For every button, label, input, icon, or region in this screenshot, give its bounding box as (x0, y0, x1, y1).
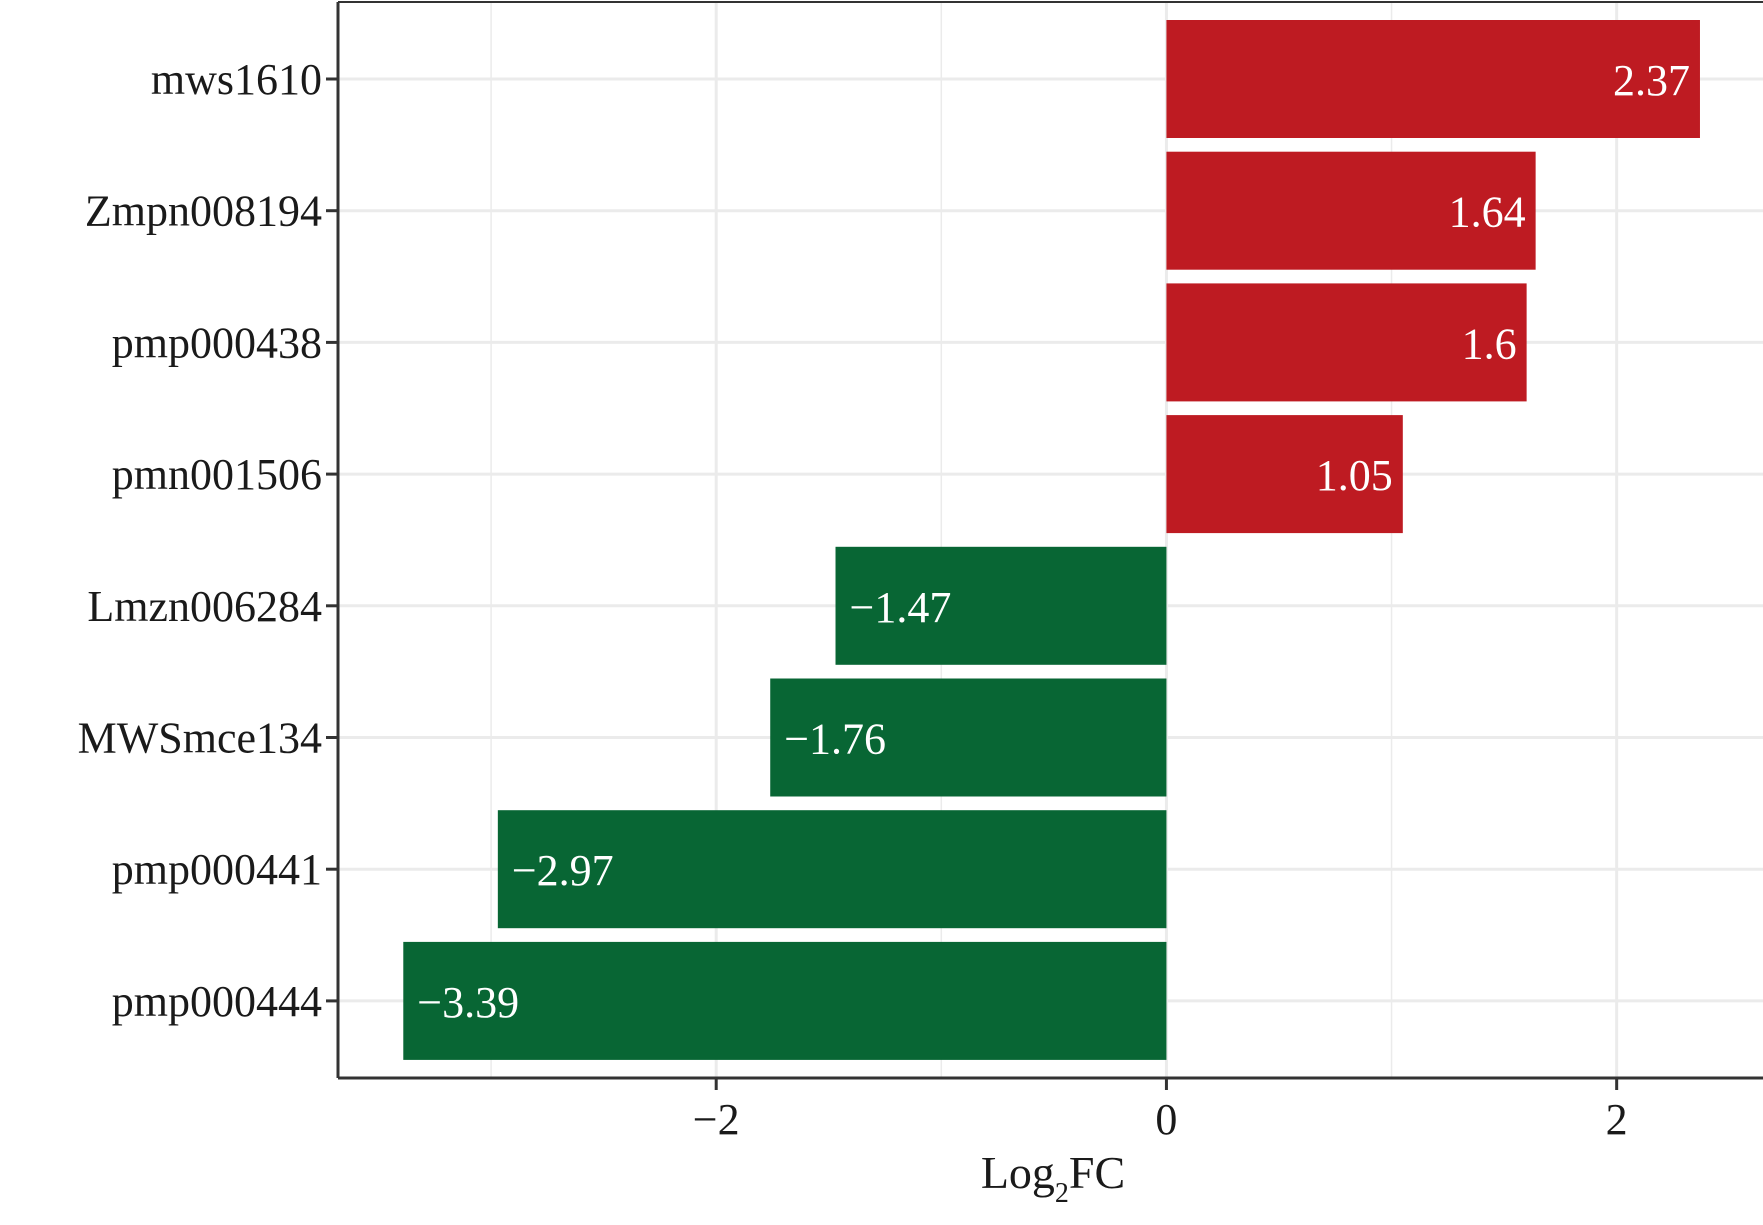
bar-value-label: 1.05 (1316, 451, 1393, 500)
bar-value-label: −3.39 (417, 978, 519, 1027)
y-tick-label: pmp000444 (112, 977, 322, 1026)
y-tick-label: pmp000441 (112, 845, 322, 894)
bar-Zmpn008194 (1166, 151, 1536, 270)
x-axis-title: Log2FC (981, 1147, 1125, 1209)
x-axis-title-suffix: FC (1069, 1147, 1125, 1198)
bar-pmp000441 (497, 810, 1167, 929)
bar-MWSmce134 (770, 678, 1167, 797)
x-axis-title-main: Log (981, 1147, 1055, 1198)
bar-pmn001506 (1166, 415, 1403, 534)
x-tick-label: −2 (693, 1095, 740, 1144)
bar-value-label: 1.64 (1449, 188, 1526, 237)
bar-mws1610 (1166, 20, 1700, 138)
bar-value-label: −1.76 (784, 715, 886, 764)
bar-value-label: −2.97 (512, 846, 614, 895)
y-axis-ticks: mws1610 Zmpn008194 pmp000438 pmn001506 Lmzn0… (78, 55, 338, 1026)
y-tick-label: Lmzn006284 (87, 582, 322, 631)
x-tick-label: 2 (1606, 1095, 1628, 1144)
y-tick-label: MWSmce134 (78, 714, 322, 763)
bar-value-labels: 2.37 1.64 1.6 1.05 −1.47 −1.76 −2.97 −3.39 (417, 56, 1690, 1027)
y-tick-label: mws1610 (151, 55, 322, 104)
x-axis-ticks: −2 0 2 (693, 1078, 1628, 1144)
y-tick-label: pmp000438 (112, 318, 322, 367)
x-tick-label: 0 (1155, 1095, 1177, 1144)
bar-Lmzn006284 (835, 546, 1167, 665)
bar-value-label: 1.6 (1462, 319, 1517, 368)
axes (336, 1, 1763, 1080)
bars (403, 20, 1700, 1060)
x-axis-title-subscript: 2 (1055, 1178, 1069, 1209)
bar-pmp000438 (1166, 283, 1527, 402)
bar-pmp000444 (403, 941, 1167, 1060)
bar-value-label: 2.37 (1613, 56, 1690, 105)
y-tick-label: pmn001506 (112, 450, 322, 499)
bar-value-label: −1.47 (850, 583, 952, 632)
y-tick-label: Zmpn008194 (85, 187, 322, 236)
